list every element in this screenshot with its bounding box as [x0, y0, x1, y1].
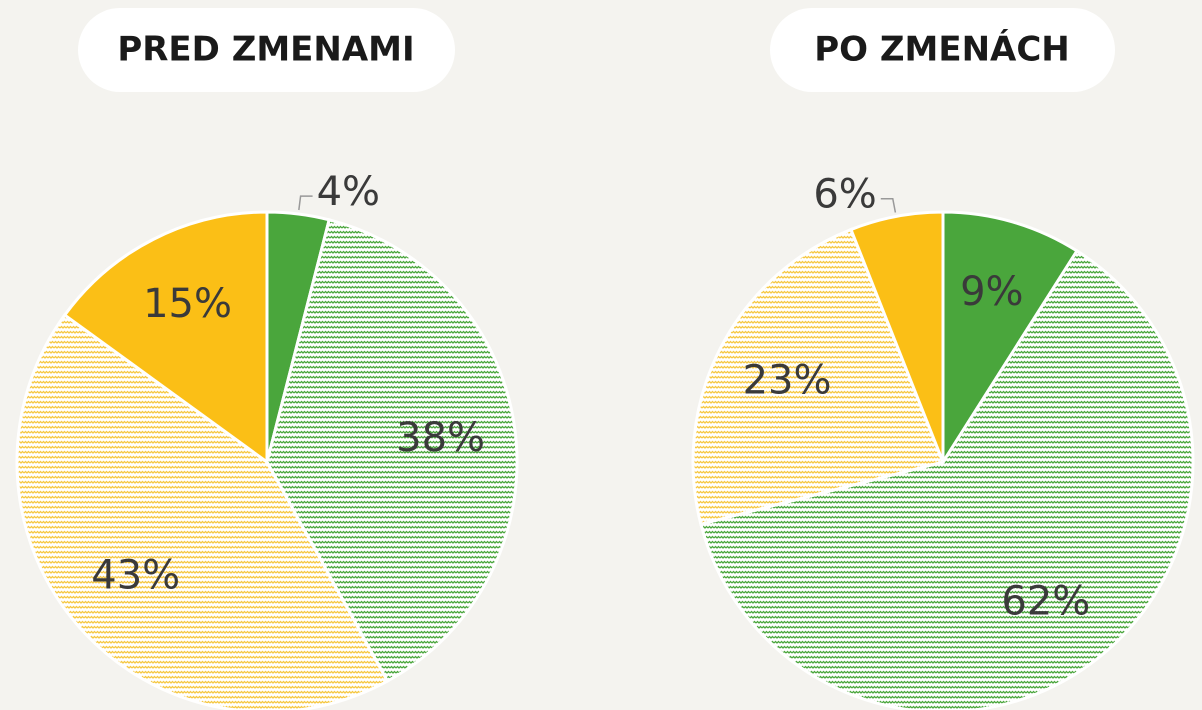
- pie-slice: [941, 210, 1080, 468]
- title-pill: [78, 8, 455, 92]
- pie-slice: [15, 312, 390, 710]
- data-label: 62%: [1001, 579, 1090, 625]
- pie-slice: [699, 248, 1195, 710]
- pie-slice: [265, 218, 519, 684]
- leader-line: [298, 195, 313, 211]
- data-label: 6%: [813, 172, 876, 218]
- data-label: 15%: [143, 281, 232, 327]
- title-pill: [770, 8, 1115, 92]
- pie-slice: [849, 210, 945, 463]
- leader-line: [880, 197, 897, 213]
- pie-slice: [62, 210, 269, 465]
- data-label: 4%: [317, 169, 380, 215]
- chart-title: PO ZMENÁCH: [814, 29, 1070, 70]
- pie-slice: [691, 227, 946, 526]
- chart-title: PRED ZMENAMI: [117, 30, 414, 70]
- data-label: 23%: [743, 358, 832, 404]
- data-label: 38%: [396, 415, 485, 461]
- data-label: 9%: [960, 269, 1023, 315]
- data-label: 43%: [91, 553, 180, 599]
